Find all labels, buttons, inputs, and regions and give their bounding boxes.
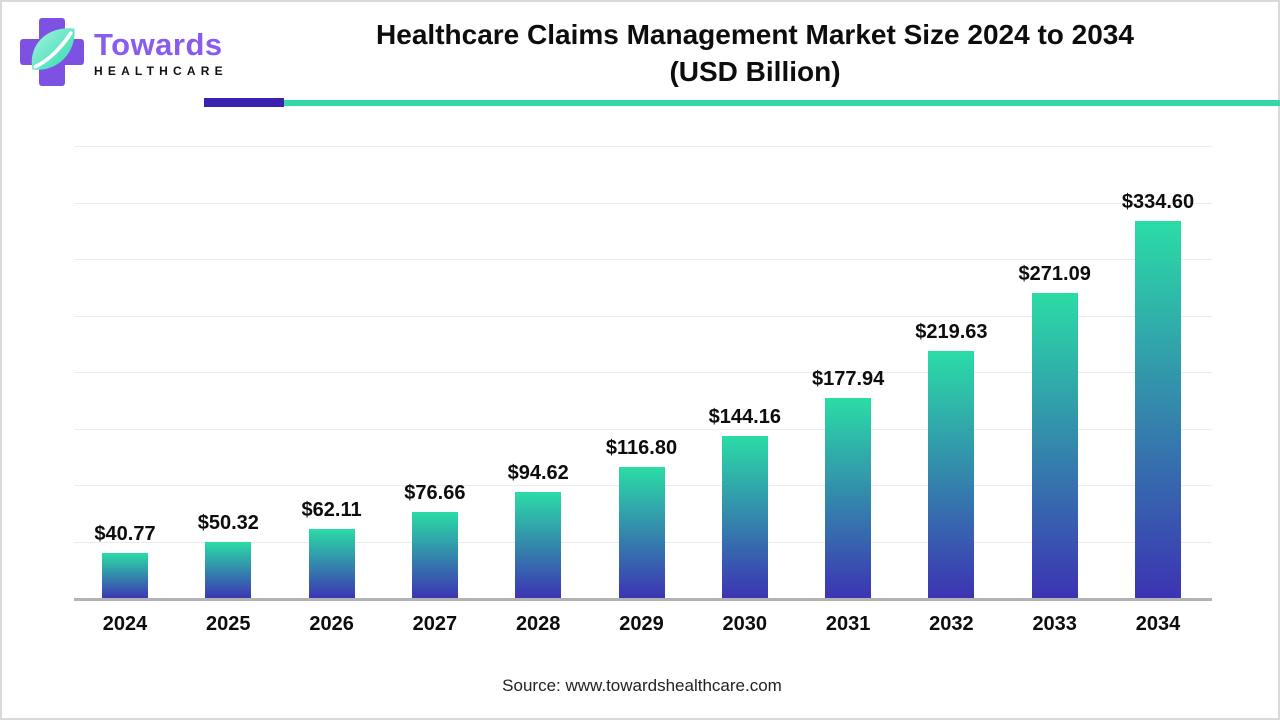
x-axis-baseline: [74, 598, 1212, 601]
x-axis-label: 2032: [929, 613, 974, 635]
brand-name: Towards: [94, 27, 223, 62]
gridline: [74, 202, 1212, 204]
bar-value-label: $334.60: [1121, 190, 1195, 213]
gridline: [74, 372, 1212, 373]
x-axis-label: 2030: [722, 613, 768, 635]
bar-value-label: $40.77: [94, 522, 156, 545]
brand-wordmark: Towards HEALTHCARE: [94, 27, 234, 79]
bar-2030: [721, 436, 768, 599]
bar-2028: [515, 492, 562, 599]
leaf-icon: [31, 28, 75, 70]
bar-2027: [411, 512, 458, 599]
chart-title: Healthcare Claims Management Market Size…: [228, 16, 1280, 90]
x-axis-label: 2033: [1032, 613, 1077, 635]
x-axis-label: 2031: [825, 613, 871, 635]
bar-value-label: $94.62: [507, 462, 569, 485]
source-text: Source: www.towardshealthcare.com: [502, 676, 782, 695]
bar-value-label: $271.09: [1018, 262, 1091, 285]
bar-value-label: $219.63: [915, 320, 988, 343]
x-axis-label: 2027: [412, 613, 458, 635]
bar-2033: [1031, 292, 1078, 599]
x-axis-label: 2025: [206, 613, 251, 635]
x-axis-label: 2026: [309, 613, 354, 635]
bar-value-label: $50.32: [197, 512, 259, 535]
gridline: [74, 146, 1212, 147]
gridline: [74, 259, 1212, 260]
cross-leaf-logo-icon: [20, 18, 84, 86]
gridline: [74, 315, 1212, 317]
brand-logo: Towards HEALTHCARE: [18, 14, 228, 94]
x-axis-label: 2028: [515, 613, 561, 635]
chart-title-line1: Healthcare Claims Management Market Size…: [376, 19, 1134, 50]
x-axis-label: 2034: [1135, 613, 1181, 635]
bar-value-label: $116.80: [605, 437, 678, 460]
bar-value-label: $62.11: [301, 498, 362, 521]
chart-title-line2: (USD Billion): [669, 56, 841, 87]
bar-2031: [825, 397, 872, 599]
x-axis-label: 2029: [619, 613, 664, 635]
title-underline-purple-segment: [204, 98, 284, 107]
bar-2024: [102, 552, 148, 599]
bar-value-label: $177.94: [811, 367, 885, 390]
bar-value-label: $76.66: [404, 482, 466, 505]
bar-2029: [618, 467, 665, 599]
bar-2026: [308, 528, 355, 599]
bar-2032: [928, 350, 975, 599]
gridline: [74, 428, 1212, 430]
brand-subtitle: HEALTHCARE: [94, 64, 228, 78]
title-underline-teal-segment: [284, 100, 1280, 106]
bar-2025: [205, 542, 252, 599]
bar-value-label: $144.16: [708, 406, 781, 429]
bar-2034: [1135, 220, 1181, 599]
x-axis-label: 2024: [102, 613, 148, 635]
bar-chart-plot-area: $40.77 2024 $50.32 2025 $62.11 2026 $76.66 2027…: [74, 146, 1212, 635]
